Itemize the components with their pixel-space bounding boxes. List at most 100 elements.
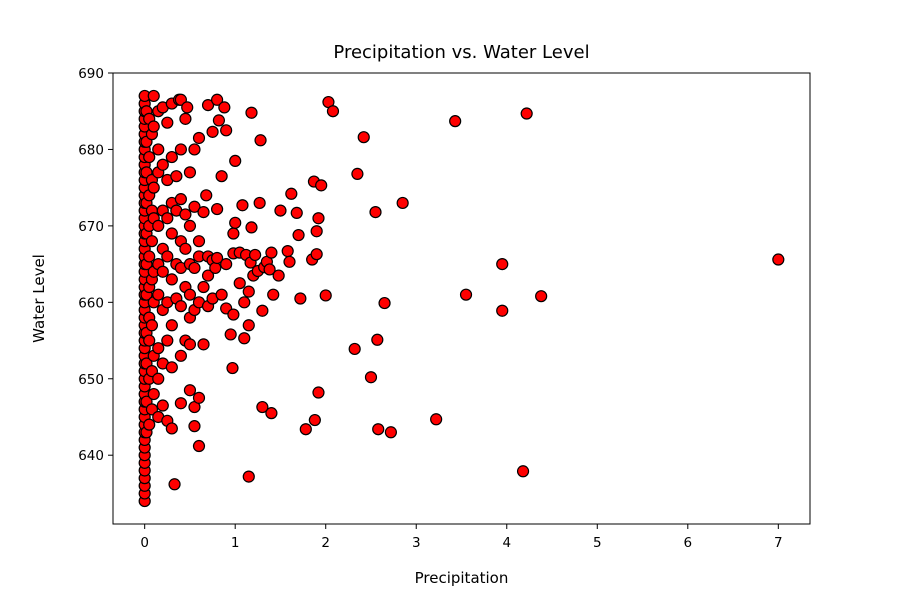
data-point xyxy=(430,413,443,426)
data-point xyxy=(156,158,169,171)
data-point xyxy=(179,242,192,255)
data-point xyxy=(156,265,169,278)
data-point xyxy=(161,116,174,129)
data-point xyxy=(256,304,269,317)
data-point xyxy=(147,89,160,103)
data-point xyxy=(263,263,276,276)
data-point xyxy=(201,269,215,282)
data-point xyxy=(283,255,296,268)
data-point xyxy=(188,420,201,433)
data-point xyxy=(192,439,206,453)
data-point xyxy=(210,93,224,106)
data-point xyxy=(384,426,397,439)
y-tick-label: 650 xyxy=(78,372,104,388)
data-point xyxy=(183,384,197,397)
data-point xyxy=(165,273,178,286)
data-point xyxy=(315,179,328,192)
data-point xyxy=(396,196,409,210)
data-point xyxy=(229,154,242,168)
y-tick-label: 660 xyxy=(78,295,104,311)
data-point xyxy=(319,289,332,302)
data-point xyxy=(197,338,210,351)
data-point xyxy=(369,206,382,219)
data-point xyxy=(218,101,231,114)
data-point xyxy=(143,150,156,164)
data-point xyxy=(210,251,224,265)
data-point xyxy=(496,258,509,271)
x-tick-label: 3 xyxy=(412,535,421,551)
plot-frame xyxy=(112,72,811,525)
y-axis-label: Water Level xyxy=(30,254,48,343)
data-point xyxy=(147,181,160,194)
data-point xyxy=(210,202,224,216)
data-point xyxy=(161,212,174,225)
data-point xyxy=(496,304,509,317)
data-point xyxy=(197,280,210,294)
data-point xyxy=(772,253,785,266)
data-point xyxy=(357,131,370,144)
data-point xyxy=(192,131,206,145)
data-point xyxy=(236,199,249,212)
data-point xyxy=(290,206,303,219)
data-point xyxy=(310,225,323,238)
data-point xyxy=(188,261,201,275)
data-point xyxy=(371,333,384,346)
data-point xyxy=(281,245,294,258)
data-point xyxy=(215,288,228,301)
data-point xyxy=(212,114,226,127)
x-axis-ticks: 0 1 2 3 4 5 6 7 xyxy=(140,524,783,551)
data-point xyxy=(197,206,210,219)
data-point xyxy=(535,290,548,303)
y-tick-label: 690 xyxy=(78,66,104,82)
data-point xyxy=(245,221,258,234)
data-point xyxy=(242,470,255,483)
y-tick-label: 670 xyxy=(78,219,104,235)
data-point xyxy=(143,418,156,431)
data-point xyxy=(253,196,266,210)
data-point xyxy=(449,115,462,128)
data-points xyxy=(138,89,785,508)
x-tick-label: 7 xyxy=(774,535,783,551)
data-point xyxy=(174,193,187,206)
data-point xyxy=(174,349,187,362)
data-point xyxy=(272,269,285,282)
data-point xyxy=(292,228,305,242)
data-point xyxy=(143,334,156,347)
data-point xyxy=(294,292,307,305)
data-point xyxy=(312,386,325,399)
data-point xyxy=(229,216,242,229)
data-point xyxy=(459,288,473,301)
data-point xyxy=(145,319,159,332)
data-point xyxy=(174,397,187,410)
data-point xyxy=(238,296,251,309)
data-point xyxy=(145,235,159,248)
x-tick-label: 4 xyxy=(502,535,511,551)
data-point xyxy=(152,219,165,232)
data-point xyxy=(220,124,233,137)
data-point xyxy=(170,170,183,183)
data-point xyxy=(372,423,385,436)
data-point xyxy=(209,261,222,275)
data-point xyxy=(224,328,237,341)
data-point xyxy=(183,166,197,179)
data-point xyxy=(256,400,269,414)
x-tick-label: 0 xyxy=(140,535,149,551)
data-point xyxy=(200,189,213,202)
data-point xyxy=(147,387,160,401)
data-point xyxy=(227,227,240,240)
data-point xyxy=(168,478,181,491)
data-point xyxy=(308,413,321,427)
data-point xyxy=(215,170,228,183)
data-point xyxy=(245,106,258,119)
x-tick-label: 1 xyxy=(231,535,240,551)
data-point xyxy=(161,334,174,347)
data-point xyxy=(310,248,323,261)
x-tick-label: 5 xyxy=(593,535,602,551)
data-point xyxy=(165,150,178,164)
data-point xyxy=(147,120,160,133)
data-point xyxy=(152,288,165,301)
data-point xyxy=(206,125,219,138)
data-point xyxy=(174,300,187,313)
data-point xyxy=(183,219,197,232)
